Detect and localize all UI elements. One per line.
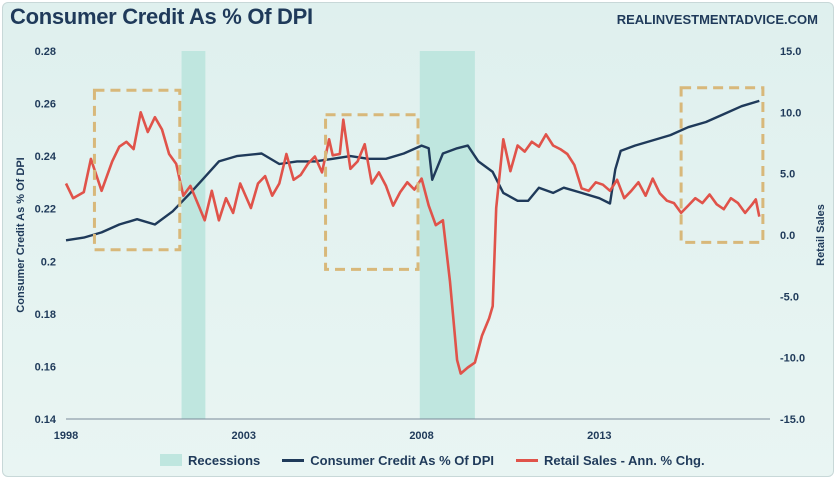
highlight-box-2 [324, 113, 420, 271]
y-tick-label: 0.26 [35, 99, 56, 111]
legend-label-credit: Consumer Credit As % Of DPI [310, 452, 494, 468]
x-tick-label: 2003 [232, 430, 256, 442]
y2-tick-label: 5.0 [780, 169, 795, 181]
legend-swatch-credit [282, 458, 305, 462]
legend-item-retail: Retail Sales - Ann. % Chg. [515, 452, 705, 468]
y2-tick-label: -10.0 [780, 353, 805, 365]
y-tick-label: 0.18 [35, 309, 56, 321]
brand-watermark: REALINVESTMENTADVICE.COM [616, 12, 818, 27]
y2-tick-label: -15.0 [780, 414, 805, 426]
legend-label-recessions: Recessions [188, 452, 261, 468]
highlight-box-3 [679, 86, 765, 244]
legend-label-retail: Retail Sales - Ann. % Chg. [543, 452, 705, 468]
highlight-box-1 [92, 88, 182, 252]
recession-band-1 [181, 51, 206, 419]
x-tick-label: 2008 [409, 430, 433, 442]
y-tick-label: 0.16 [35, 361, 56, 373]
x-tick-label: 2013 [587, 430, 611, 442]
series-line-retail-sales [64, 111, 761, 375]
y2-tick-label: 10.0 [780, 107, 801, 119]
y-tick-label: 0.22 [35, 204, 56, 216]
y-tick-label: 0.24 [35, 151, 57, 163]
legend-swatch-retail [515, 458, 538, 462]
legend-item-credit: Consumer Credit As % Of DPI [282, 453, 494, 468]
y-tick-label: 0.2 [41, 256, 56, 268]
legend-swatch-recessions [160, 454, 182, 466]
y-tick-label: 0.28 [35, 46, 56, 58]
series-line-consumer-credit [65, 99, 760, 242]
y-axis-title: Consumer Credit As % Of DPI [15, 157, 27, 312]
chart-title: Consumer Credit As % Of DPI [10, 4, 313, 29]
y2-axis-title: Retail Sales [815, 204, 827, 266]
x-tick-label: 1998 [54, 430, 78, 442]
recession-band-2 [419, 51, 475, 419]
y2-tick-label: 0.0 [780, 230, 795, 242]
chart-legend: Recessions Consumer Credit As % Of DPI R… [160, 451, 705, 469]
legend-item-recessions: Recessions [160, 453, 260, 468]
y-tick-label: 0.14 [35, 414, 57, 426]
y2-tick-label: -5.0 [780, 291, 799, 303]
y2-tick-label: 15.0 [780, 46, 801, 58]
